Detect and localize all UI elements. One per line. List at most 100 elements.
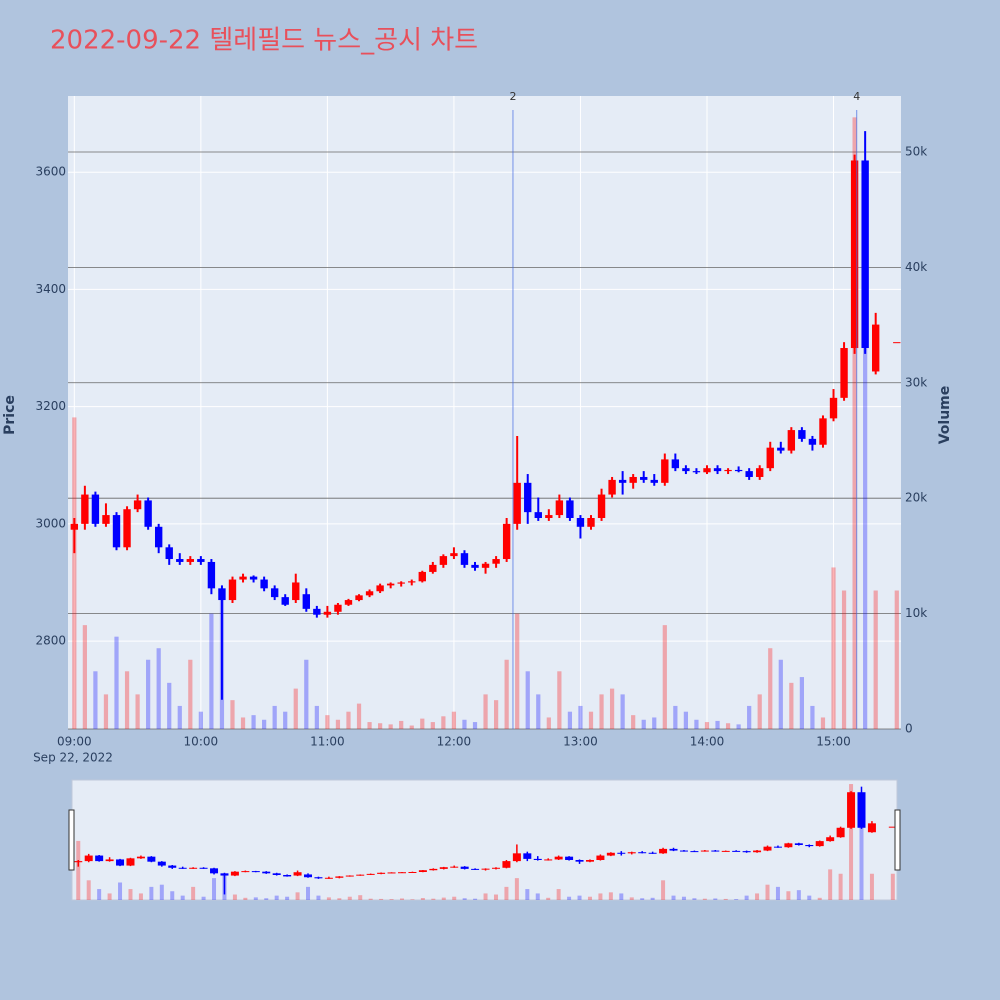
slider-candle-body [512, 853, 521, 862]
slider-volume-bar [347, 896, 352, 900]
volume-bar [462, 719, 467, 729]
slider-candle-body [659, 848, 668, 854]
candle-body [334, 604, 342, 612]
slider-candle-body [324, 877, 333, 879]
candle-body [661, 459, 669, 483]
candle-body [355, 595, 363, 601]
slider-volume-bar [191, 886, 196, 900]
slider-volume-bar [535, 893, 540, 900]
candle-body [850, 160, 859, 349]
volume-bar [177, 705, 182, 729]
candle-body [629, 476, 637, 483]
slider-volume-bar [859, 827, 864, 900]
candle-body [429, 564, 437, 572]
volume-bar [103, 694, 109, 729]
y2-axis-title: Volume [937, 386, 953, 445]
slider-volume-bar [212, 878, 217, 900]
slider-candle-body [700, 850, 709, 852]
candle-body [534, 512, 542, 518]
slider-candle-body [450, 866, 459, 868]
slider-volume-bar [807, 895, 812, 900]
candle-body [829, 397, 838, 419]
volume-bar [789, 682, 794, 729]
volume-bar [525, 671, 530, 729]
candle-body [692, 471, 701, 473]
range-slider[interactable] [71, 779, 898, 901]
slider-candle-body [606, 852, 615, 856]
candle-body [281, 597, 289, 605]
slider-candle-body [272, 873, 281, 875]
volume-bar [820, 717, 826, 729]
slider-candle-body [283, 875, 292, 877]
slider-handle[interactable] [68, 809, 75, 871]
slider-volume-bar [201, 896, 206, 900]
candle-body [524, 482, 532, 513]
volume-bar [736, 724, 741, 729]
slider-candle-body [74, 861, 83, 863]
volume-bar [262, 719, 267, 729]
slider-candle-body [408, 872, 417, 873]
slider-volume-bar [556, 889, 561, 900]
slider-candle-body [230, 871, 239, 876]
slider-volume-bar [493, 894, 498, 900]
slider-volume-bar [755, 893, 760, 900]
candle-body [91, 494, 100, 524]
volume-bar [272, 705, 277, 729]
candle-body [787, 430, 796, 451]
volume-bar [810, 705, 815, 729]
volume-bar [747, 705, 752, 729]
slider-candle-body [721, 850, 730, 852]
slider-volume-bar [264, 898, 269, 900]
slider-candle-body [335, 876, 344, 878]
slider-volume-bar [849, 784, 854, 900]
slider-volume-bar [107, 893, 112, 900]
slider-volume-bar [702, 898, 707, 900]
slider-volume-bar [838, 873, 843, 900]
slider-candle-body [84, 855, 93, 862]
volume-bar [483, 694, 488, 729]
volume-bar [831, 567, 836, 729]
candle-body [218, 588, 226, 601]
slider-volume-bar [389, 899, 394, 900]
annotation-label: 2 [509, 90, 516, 103]
candle-body [197, 559, 205, 562]
slider-volume-bar [608, 892, 613, 900]
candle-body [724, 469, 732, 472]
candle-body [872, 324, 880, 372]
volume-bar [673, 705, 678, 729]
candle-body [819, 418, 827, 445]
slider-volume-bar [546, 897, 551, 900]
candle-body [207, 561, 216, 589]
volume-bar [578, 705, 583, 729]
slider-candle-body [356, 874, 365, 876]
slider-volume-bar [587, 896, 592, 900]
candle-body [777, 447, 785, 451]
volume-bar [652, 717, 657, 729]
slider-volume-bar [170, 891, 175, 900]
slider-candle-body [888, 826, 897, 828]
slider-volume-bar [274, 895, 279, 900]
slider-volume-bar [243, 897, 248, 900]
volume-bar [72, 417, 77, 729]
slider-candle-body [136, 856, 145, 859]
slider-handle[interactable] [894, 809, 901, 871]
slider-candle-body [627, 852, 636, 854]
candle-body [176, 559, 184, 562]
volume-bar [230, 700, 235, 729]
slider-volume-bar [180, 895, 185, 900]
plot-area [68, 96, 901, 729]
slider-volume-bar [671, 895, 676, 900]
slider-volume-bar [326, 897, 331, 900]
volume-bar [894, 590, 899, 729]
volume-bar [251, 715, 256, 729]
slider-candle-body [742, 851, 751, 853]
slider-volume-bar [723, 898, 728, 900]
slider-candle-body [857, 792, 866, 828]
volume-bar [451, 711, 457, 729]
slider-candle-body [544, 859, 553, 861]
volume-bar [209, 613, 214, 729]
volume-bar [430, 722, 435, 729]
candle-body [618, 479, 627, 483]
candle-body [893, 342, 901, 344]
slider-candle-body [199, 867, 208, 869]
